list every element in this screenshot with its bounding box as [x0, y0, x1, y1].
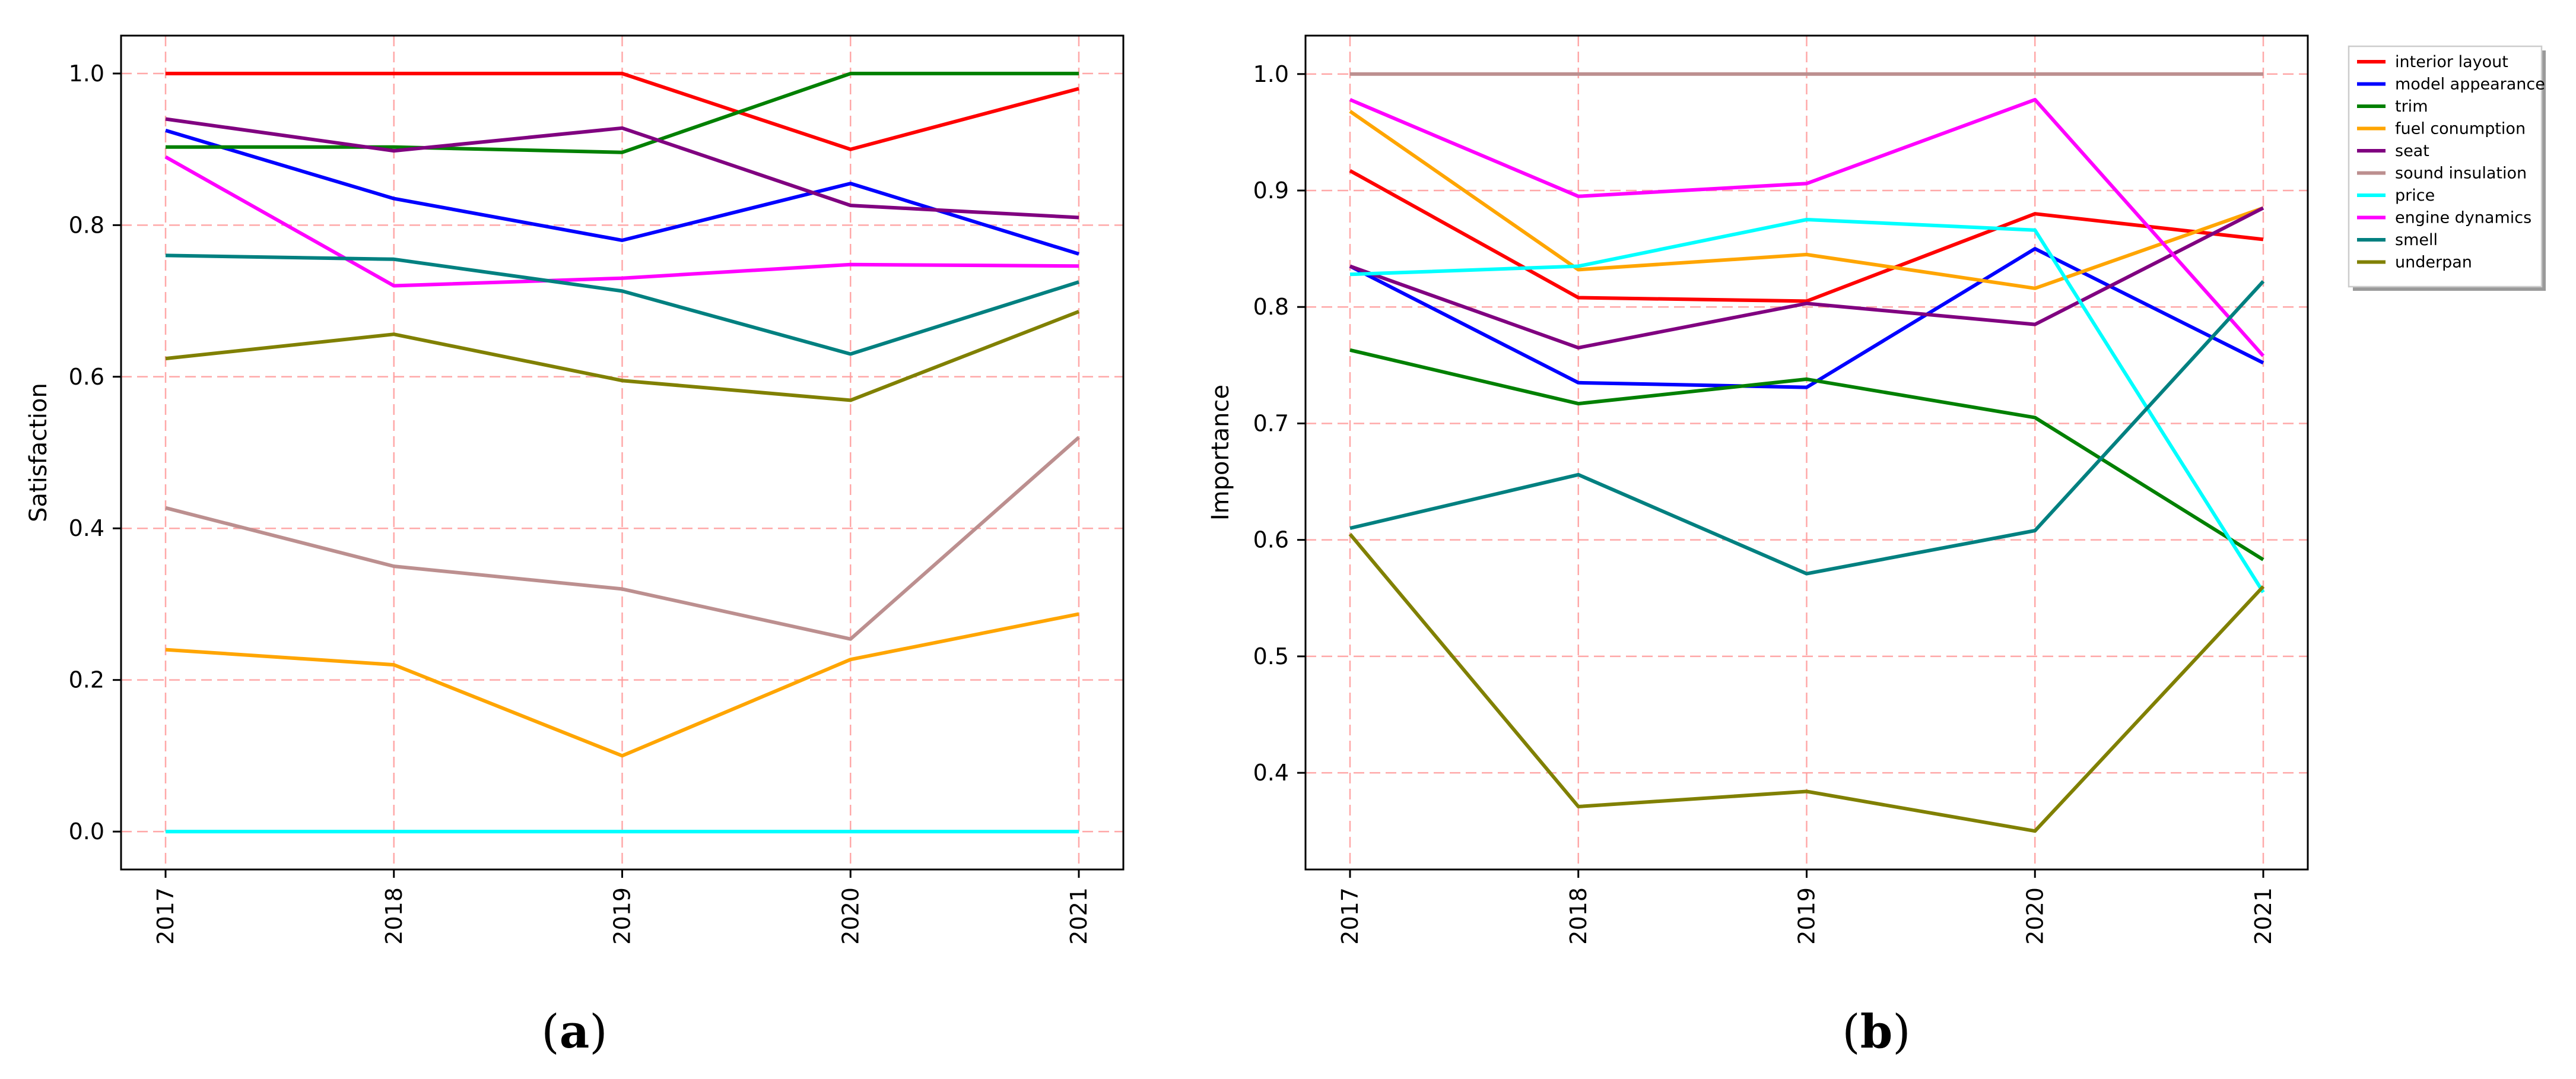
y-axis-title: Importance: [1207, 385, 1234, 521]
series-line-sound-insulation: [165, 436, 1080, 641]
y-tick-label: 0.0: [69, 818, 104, 845]
series-line-seat: [1349, 206, 2264, 350]
x-tick-label: 2018: [381, 887, 407, 945]
series-line-fuel-conumption: [1349, 110, 2264, 290]
y-tick-label: 0.4: [69, 515, 104, 541]
y-tick-label: 0.4: [1253, 760, 1289, 786]
series-line-smell: [165, 253, 1079, 356]
x-tick-label: 2019: [609, 887, 636, 945]
panel-b: 0.4 0.5 0.6 0.7 0.8 0.9 1.0 2017 2018 2019 2020 202…: [1207, 34, 2309, 1059]
panel-label: (b): [1842, 1005, 1910, 1059]
legend-box: [2348, 45, 2543, 288]
panel-label-letter: b: [1860, 1005, 1893, 1059]
panel-label-close: ): [589, 1005, 607, 1059]
panel-label-open: (: [541, 1005, 559, 1059]
panel-label-open: (: [1842, 1005, 1860, 1059]
legend-entry: underpan: [2395, 253, 2472, 272]
y-tick-label: 1.0: [1253, 61, 1289, 87]
series-line-interior-layout: [166, 71, 1079, 151]
series-line-underpan: [1348, 532, 2265, 833]
y-tick-label: 0.9: [1253, 177, 1289, 204]
legend-entry: fuel conumption: [2395, 120, 2526, 138]
y-tick-label: 1.0: [69, 61, 104, 87]
series-line-trim: [166, 71, 1079, 154]
legend-entry: seat: [2395, 142, 2429, 160]
series-line-underpan: [165, 310, 1080, 402]
legend-entry: interior layout: [2395, 53, 2508, 71]
y-tick-label: 0.6: [69, 364, 104, 390]
x-tick-label: 2019: [1794, 887, 1820, 945]
legend-entry: price: [2395, 186, 2435, 205]
legend-entry: smell: [2395, 231, 2438, 249]
y-tick-label: 0.8: [69, 212, 104, 238]
legend-entry: sound insulation: [2395, 164, 2527, 183]
x-tick-label: 2021: [1066, 887, 1092, 945]
y-tick-label: 0.8: [1253, 294, 1289, 320]
series-line-engine-dynamics: [164, 155, 1079, 288]
legend-entry: model appearance: [2395, 75, 2545, 94]
series-line-seat: [165, 117, 1079, 220]
legend-entry: trim: [2395, 97, 2428, 116]
panel-a: 0.0 0.2 0.4 0.6 0.8 1.0 2017 2018 2019 2020 2021 Sa…: [25, 34, 1125, 1059]
panel-label: (a): [541, 1005, 607, 1059]
y-tick-label: 0.5: [1253, 643, 1289, 669]
series-line-model-appearance: [165, 128, 1079, 256]
x-tick-label: 2020: [2022, 887, 2048, 945]
series-line-price: [1349, 218, 2265, 594]
series-line-smell: [1349, 280, 2265, 576]
legend-entry: engine dynamics: [2395, 209, 2531, 227]
y-tick-label: 0.6: [1253, 527, 1289, 553]
series-line-interior-layout: [1349, 169, 2264, 303]
x-tick-label: 2017: [153, 887, 179, 945]
y-tick-label: 0.7: [1253, 410, 1289, 436]
panel-label-close: ): [1892, 1005, 1910, 1059]
y-tick-label: 0.2: [69, 667, 104, 693]
y-axis-title: Satisfaction: [25, 383, 52, 522]
series-line-trim: [1349, 348, 2264, 561]
legend: interior layout model appearance trim fuel …: [2348, 45, 2546, 291]
x-tick-label: 2020: [837, 887, 863, 945]
series-line-fuel-conumption: [165, 612, 1079, 758]
x-tick-label: 2017: [1337, 887, 1363, 945]
series-line-engine-dynamics: [1349, 97, 2265, 357]
panel-label-letter: a: [560, 1005, 590, 1059]
x-tick-label: 2021: [2250, 887, 2276, 945]
x-tick-label: 2018: [1565, 887, 1592, 945]
